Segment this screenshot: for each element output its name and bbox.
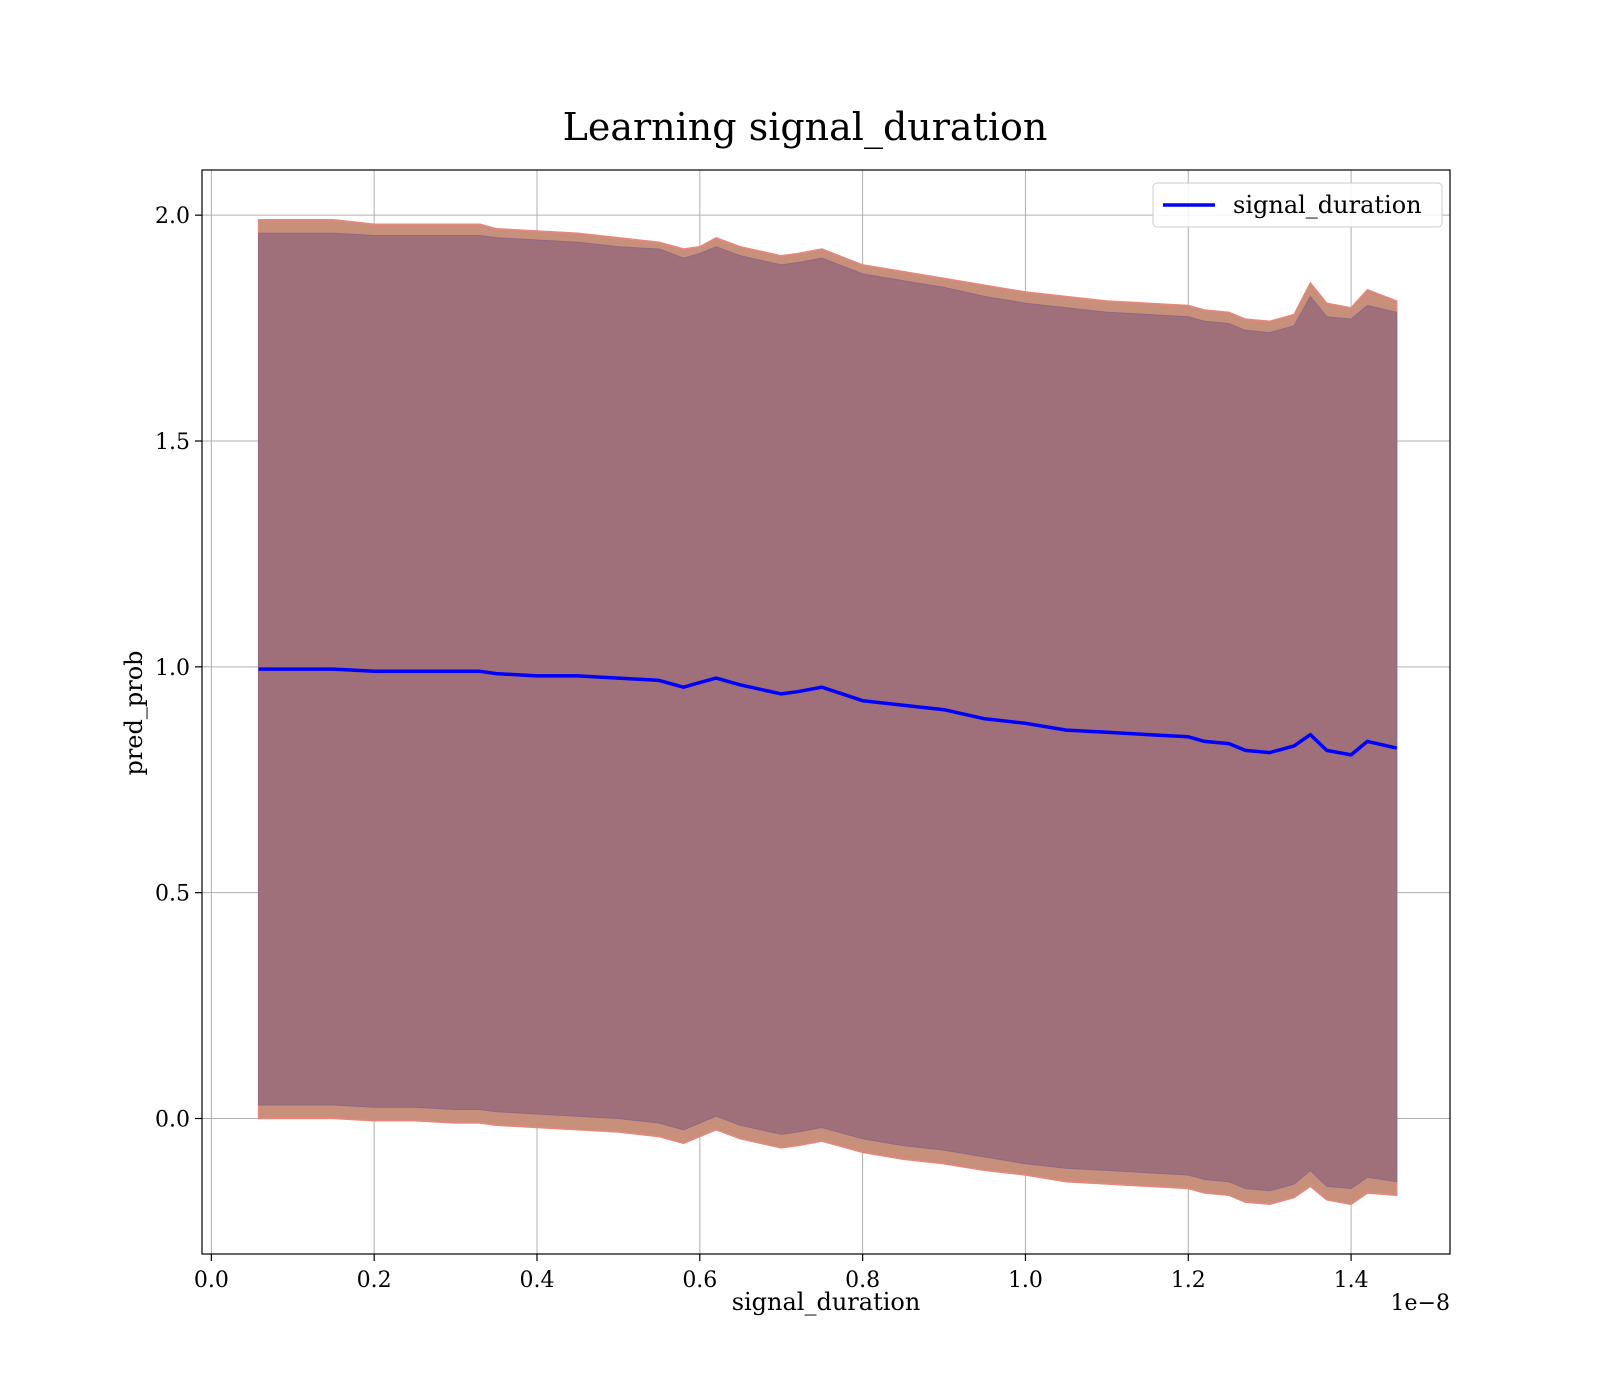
- x-tick-label: 1.0: [1008, 1268, 1043, 1293]
- confidence-bands: [257, 218, 1398, 1206]
- x-tick-label: 0.8: [845, 1268, 880, 1293]
- x-tick-label: 0.4: [519, 1268, 554, 1293]
- inner-confidence-band: [258, 232, 1398, 1192]
- y-tick-label: 0.5: [155, 882, 190, 907]
- x-axis-offset-text: 1e−8: [1391, 1291, 1450, 1316]
- legend-box: [1152, 182, 1443, 228]
- series-line-signal-duration: [258, 667, 1398, 757]
- y-tick-label: 2.0: [155, 204, 190, 229]
- y-tick-label: 1.5: [155, 430, 190, 455]
- x-axis-ticks: 0.0 0.2 0.4 0.6 0.8 1.0 1.2 1.4: [194, 1254, 1369, 1293]
- x-tick-label: 1.2: [1171, 1268, 1206, 1293]
- chart-title: Learning signal_duration: [563, 105, 1048, 150]
- x-tick-label: 0.6: [682, 1268, 717, 1293]
- plot-area: [201, 169, 1451, 1255]
- x-tick-label: 0.2: [357, 1268, 392, 1293]
- x-tick-label: 0.0: [194, 1268, 229, 1293]
- y-axis-ticks: 0.0 0.5 1.0 1.5 2.0: [155, 204, 202, 1133]
- y-tick-label: 0.0: [155, 1108, 190, 1133]
- x-axis-label: signal_duration: [732, 1288, 921, 1316]
- y-axis-label: pred_prob: [120, 650, 148, 775]
- y-tick-label: 1.0: [155, 656, 190, 681]
- legend: signal_duration: [1152, 182, 1443, 228]
- plot-frame: [201, 169, 1451, 1255]
- series-lines: [258, 667, 1398, 757]
- x-tick-label: 1.4: [1334, 1268, 1369, 1293]
- legend-label: signal_duration: [1233, 191, 1422, 219]
